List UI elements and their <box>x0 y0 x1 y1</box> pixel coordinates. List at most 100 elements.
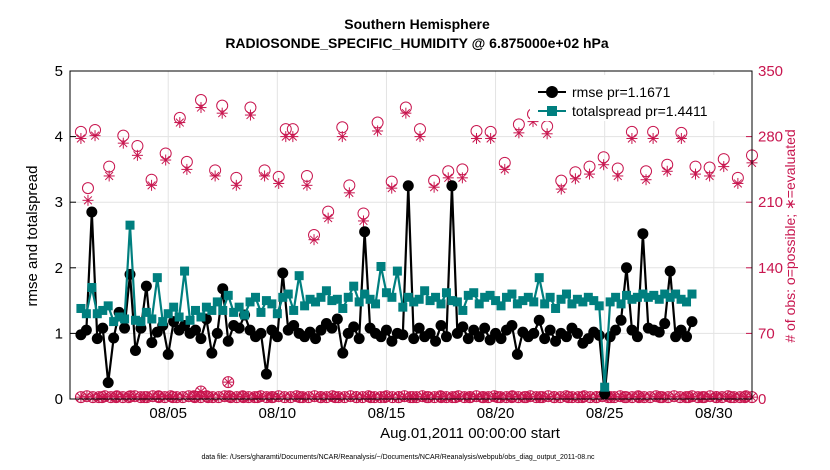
evaluated-obs-marker <box>414 131 426 143</box>
rmse-point <box>440 331 452 343</box>
evaluated-obs-marker <box>513 127 525 139</box>
rmse-point <box>260 368 272 380</box>
totalspread-point <box>190 305 200 315</box>
totalspread-point <box>540 299 550 309</box>
totalspread-point <box>180 266 190 276</box>
star-stroke <box>585 169 594 179</box>
evaluated-obs-marker <box>734 391 746 403</box>
rmse-point <box>326 322 338 334</box>
totalspread-point <box>256 307 266 317</box>
rmse-point <box>277 267 289 279</box>
rmse-point <box>528 327 540 339</box>
star-stroke <box>133 151 142 160</box>
totalspread-point <box>338 303 348 313</box>
totalspread-point <box>649 290 659 300</box>
totalspread-point <box>147 314 157 324</box>
star-stroke <box>286 392 295 402</box>
star-stroke <box>250 392 259 402</box>
rmse-point <box>146 337 158 349</box>
totalspread-point <box>600 382 610 392</box>
star-stroke <box>733 179 743 188</box>
totalspread-point <box>578 297 588 307</box>
totalspread-point <box>518 296 528 306</box>
totalspread-point <box>141 307 151 317</box>
totalspread-point <box>92 309 102 319</box>
totalspread-point <box>425 296 435 306</box>
evaluated-obs-marker <box>357 391 369 403</box>
star-stroke <box>302 181 312 190</box>
totalspread-point <box>218 305 228 315</box>
totalspread-point <box>567 299 577 309</box>
totalspread-point <box>561 289 571 299</box>
evaluated-obs-marker <box>131 149 143 161</box>
x-tick-label: 08/15 <box>368 405 406 422</box>
totalspread-point <box>152 273 162 283</box>
totalspread-point <box>278 292 288 302</box>
rmse-point <box>457 321 469 333</box>
y-tick-label: 0 <box>55 391 63 408</box>
totalspread-point <box>76 303 86 313</box>
star-stroke <box>429 182 439 192</box>
star-stroke <box>338 132 347 141</box>
totalspread-point <box>251 292 261 302</box>
star-stroke <box>175 118 185 127</box>
totalspread-point <box>682 297 692 307</box>
evaluated-obs-marker <box>626 132 638 144</box>
rmse-point <box>129 344 141 356</box>
x-axis-label: Aug.01,2011 00:00:00 start <box>380 425 561 442</box>
totalspread-point <box>158 317 168 327</box>
star-stroke <box>591 392 601 402</box>
chart-title: Southern Hemisphere <box>344 16 490 32</box>
evaluated-obs-marker <box>555 183 567 195</box>
rmse-point <box>615 314 627 326</box>
evaluated-obs-marker <box>287 131 299 143</box>
y-tick-label: 5 <box>55 63 63 80</box>
star-stroke <box>196 387 206 396</box>
y2-axis-label: # of obs: o=possible; ∗=evaluated <box>782 129 798 342</box>
star-stroke <box>359 216 368 226</box>
evaluated-obs-marker <box>216 107 228 119</box>
totalspread-point <box>185 315 195 325</box>
totalspread-point <box>469 288 479 298</box>
totalspread-point <box>491 296 501 306</box>
rmse-point <box>402 180 414 192</box>
evaluated-obs-marker <box>259 170 271 182</box>
totalspread-point <box>332 294 342 304</box>
totalspread-point <box>622 290 632 300</box>
totalspread-point <box>321 286 331 296</box>
totalspread-point <box>387 292 397 302</box>
rmse-point <box>637 228 649 240</box>
rmse-point <box>544 324 556 336</box>
star-stroke <box>691 169 700 179</box>
chart-subtitle: RADIOSONDE_SPECIFIC_HUMIDITY @ 6.875000e… <box>225 35 609 51</box>
totalspread-point <box>671 289 681 299</box>
evaluated-obs-marker <box>569 173 581 185</box>
totalspread-point <box>480 292 490 302</box>
possible-obs-marker <box>131 139 144 152</box>
totalspread-point <box>447 296 457 306</box>
rmse-point <box>446 180 458 192</box>
star-stroke <box>613 171 623 181</box>
totalspread-point <box>223 290 233 300</box>
evaluated-obs-marker <box>93 391 105 403</box>
evaluated-obs-marker <box>82 194 94 206</box>
star-stroke <box>323 213 333 223</box>
rmse-point <box>189 324 201 336</box>
totalspread-point <box>365 294 375 304</box>
totalspread-point <box>512 299 522 309</box>
star-stroke <box>677 134 686 143</box>
totalspread-point <box>496 301 506 311</box>
star-stroke <box>214 392 223 402</box>
evaluated-obs-marker <box>647 132 659 144</box>
star-stroke <box>373 126 382 136</box>
totalspread-point <box>376 261 386 271</box>
totalspread-point <box>392 266 402 276</box>
rmse-point <box>310 333 322 345</box>
y-axis-ticks: 0 1 2 3 4 5 <box>55 63 76 408</box>
rmse-point <box>533 314 545 326</box>
evaluated-obs-marker <box>336 131 348 143</box>
rmse-point <box>80 324 92 336</box>
star-stroke <box>182 165 192 174</box>
star-stroke <box>735 392 745 402</box>
star-stroke <box>160 392 170 402</box>
